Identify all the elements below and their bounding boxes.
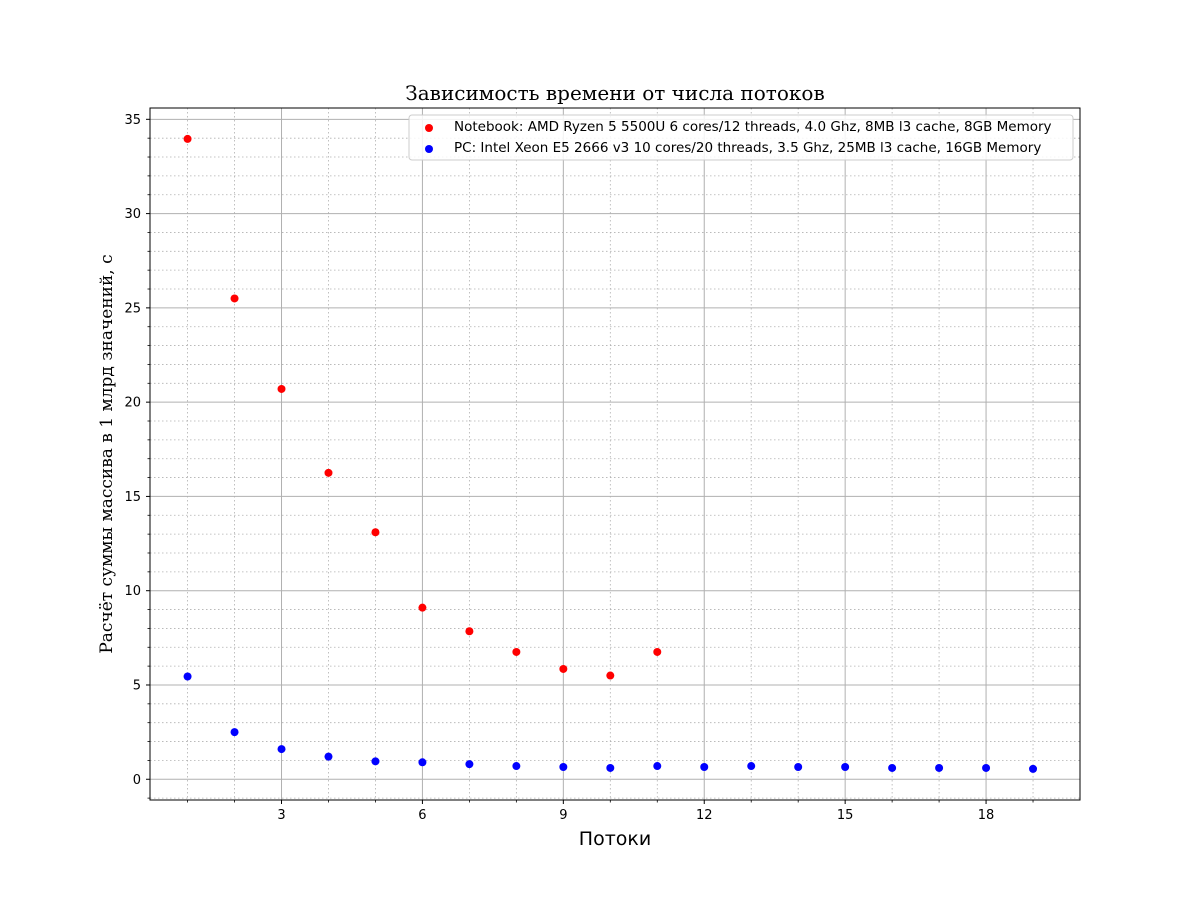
y-axis-label: Расчёт суммы массива в 1 млрд значений, … xyxy=(97,254,117,653)
axis-ticks xyxy=(146,118,1034,804)
x-tick-label: 6 xyxy=(418,808,426,823)
data-point-notebook xyxy=(371,528,380,537)
data-point-pc xyxy=(277,745,286,754)
data-point-notebook xyxy=(606,671,615,680)
data-point-pc xyxy=(324,752,333,761)
data-point-pc xyxy=(747,762,756,771)
plot-frame xyxy=(149,107,1081,801)
data-point-notebook xyxy=(653,647,662,656)
data-point-pc xyxy=(418,758,427,767)
data-point-pc xyxy=(465,760,474,769)
data-point-notebook xyxy=(418,603,427,612)
x-tick-label: 3 xyxy=(277,808,285,823)
data-point-notebook xyxy=(183,134,192,143)
data-point-pc xyxy=(653,762,662,771)
legend-label-pc: PC: Intel Xeon E5 2666 v3 10 cores/20 th… xyxy=(454,140,1041,156)
data-point-pc xyxy=(371,757,380,766)
data-point-pc xyxy=(794,763,803,772)
data-point-pc xyxy=(230,728,239,737)
legend-box xyxy=(408,114,1074,161)
x-axis-label: Потоки xyxy=(579,828,651,850)
data-point-notebook xyxy=(230,294,239,303)
data-point-pc xyxy=(700,763,709,772)
x-tick-label: 12 xyxy=(696,808,713,823)
data-point-pc xyxy=(935,763,944,772)
data-point-pc xyxy=(841,763,850,772)
tick-labels: 3 6 9 12 15 18 0 5 10 15 20 25 30 35 xyxy=(124,113,994,823)
data-point-pc xyxy=(606,763,615,772)
data-point-pc xyxy=(559,763,568,772)
data-point-pc xyxy=(982,763,991,772)
data-points xyxy=(183,134,1038,773)
data-point-notebook xyxy=(277,384,286,393)
data-point-pc xyxy=(183,672,192,681)
data-point-notebook xyxy=(559,664,568,673)
y-tick-label: 5 xyxy=(133,678,141,693)
x-tick-label: 15 xyxy=(837,808,854,823)
data-point-notebook xyxy=(324,468,333,477)
data-point-pc xyxy=(888,763,897,772)
legend-marker-pc xyxy=(425,145,433,153)
data-point-notebook xyxy=(465,627,474,636)
y-tick-label: 30 xyxy=(124,207,141,222)
y-tick-label: 10 xyxy=(124,584,141,599)
data-point-notebook xyxy=(512,647,521,656)
data-point-pc xyxy=(1029,764,1038,773)
legend-marker-notebook xyxy=(425,124,433,132)
legend-label-notebook: Notebook: AMD Ryzen 5 5500U 6 cores/12 t… xyxy=(454,119,1052,135)
y-tick-label: 0 xyxy=(133,773,141,788)
y-tick-label: 20 xyxy=(124,396,141,411)
chart-title: Зависимость времени от числа потоков xyxy=(405,81,824,105)
data-point-pc xyxy=(512,762,521,771)
y-tick-label: 25 xyxy=(124,301,141,316)
y-tick-label: 35 xyxy=(124,113,141,128)
legend: Notebook: AMD Ryzen 5 5500U 6 cores/12 t… xyxy=(408,114,1074,161)
x-tick-label: 9 xyxy=(559,808,567,823)
y-tick-label: 15 xyxy=(124,490,141,505)
x-tick-label: 18 xyxy=(978,808,995,823)
